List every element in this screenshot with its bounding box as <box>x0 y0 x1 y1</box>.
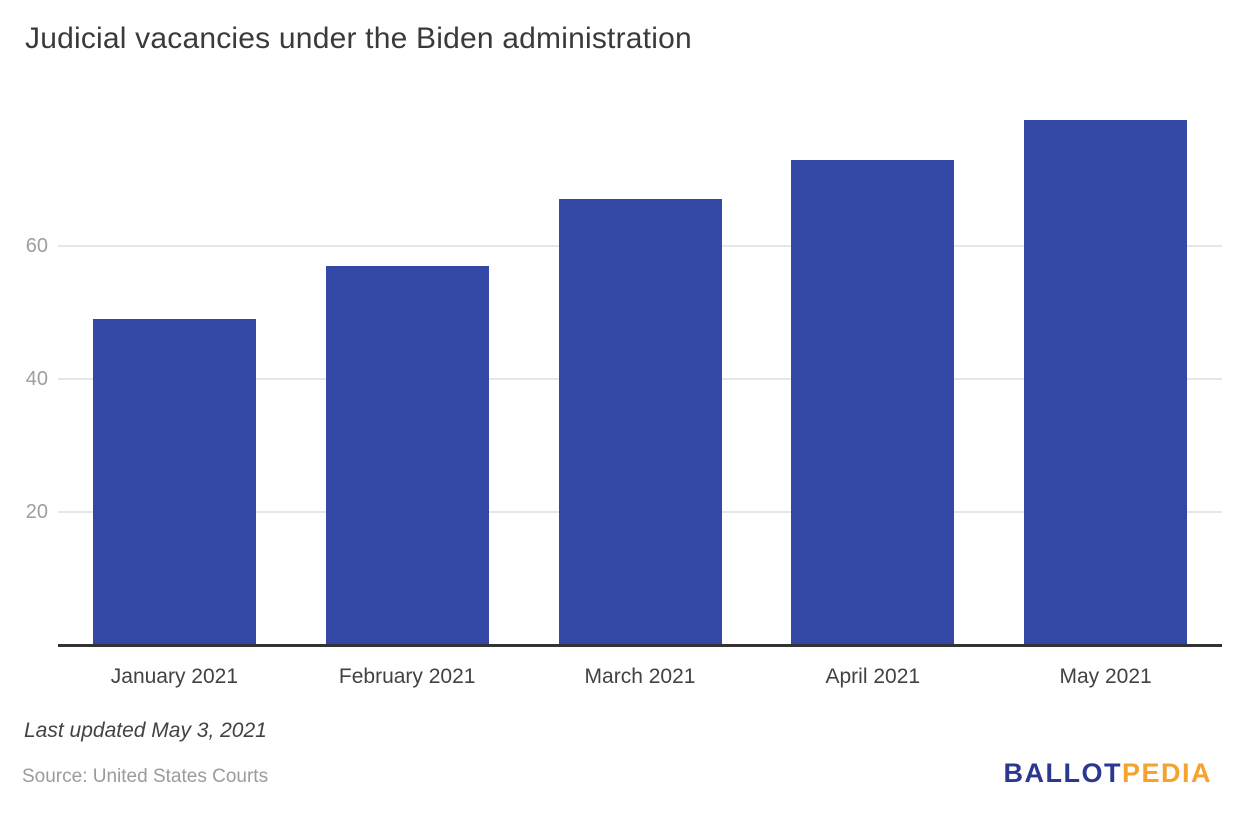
logo-text-ballot: BALLOT <box>1003 758 1122 788</box>
x-axis-line <box>58 644 1222 647</box>
x-axis-label-april-2021: April 2021 <box>825 665 921 688</box>
bar-february-2021[interactable] <box>325 265 489 645</box>
source-note: Source: United States Courts <box>22 766 269 787</box>
x-axis-label-january-2021: January 2021 <box>110 665 239 688</box>
x-axis-label-may-2021: May 2021 <box>1059 665 1152 688</box>
bar-march-2021[interactable] <box>558 199 722 645</box>
ballotpedia-logo: BALLOTPEDIA <box>1003 758 1212 789</box>
bar-january-2021[interactable] <box>92 319 256 645</box>
logo-text-pedia: PEDIA <box>1121 758 1212 788</box>
y-tick-label-60: 60 <box>25 235 48 257</box>
y-tick-label-20: 20 <box>25 501 48 523</box>
chart-title: Judicial vacancies under the Biden admin… <box>25 22 692 55</box>
bar-april-2021[interactable] <box>791 159 955 645</box>
x-axis-label-february-2021: February 2021 <box>338 665 476 688</box>
x-axis-label-march-2021: March 2021 <box>584 665 696 688</box>
last-updated-note: Last updated May 3, 2021 <box>24 719 267 742</box>
y-tick-label-40: 40 <box>25 368 48 390</box>
bar-may-2021[interactable] <box>1024 119 1188 645</box>
